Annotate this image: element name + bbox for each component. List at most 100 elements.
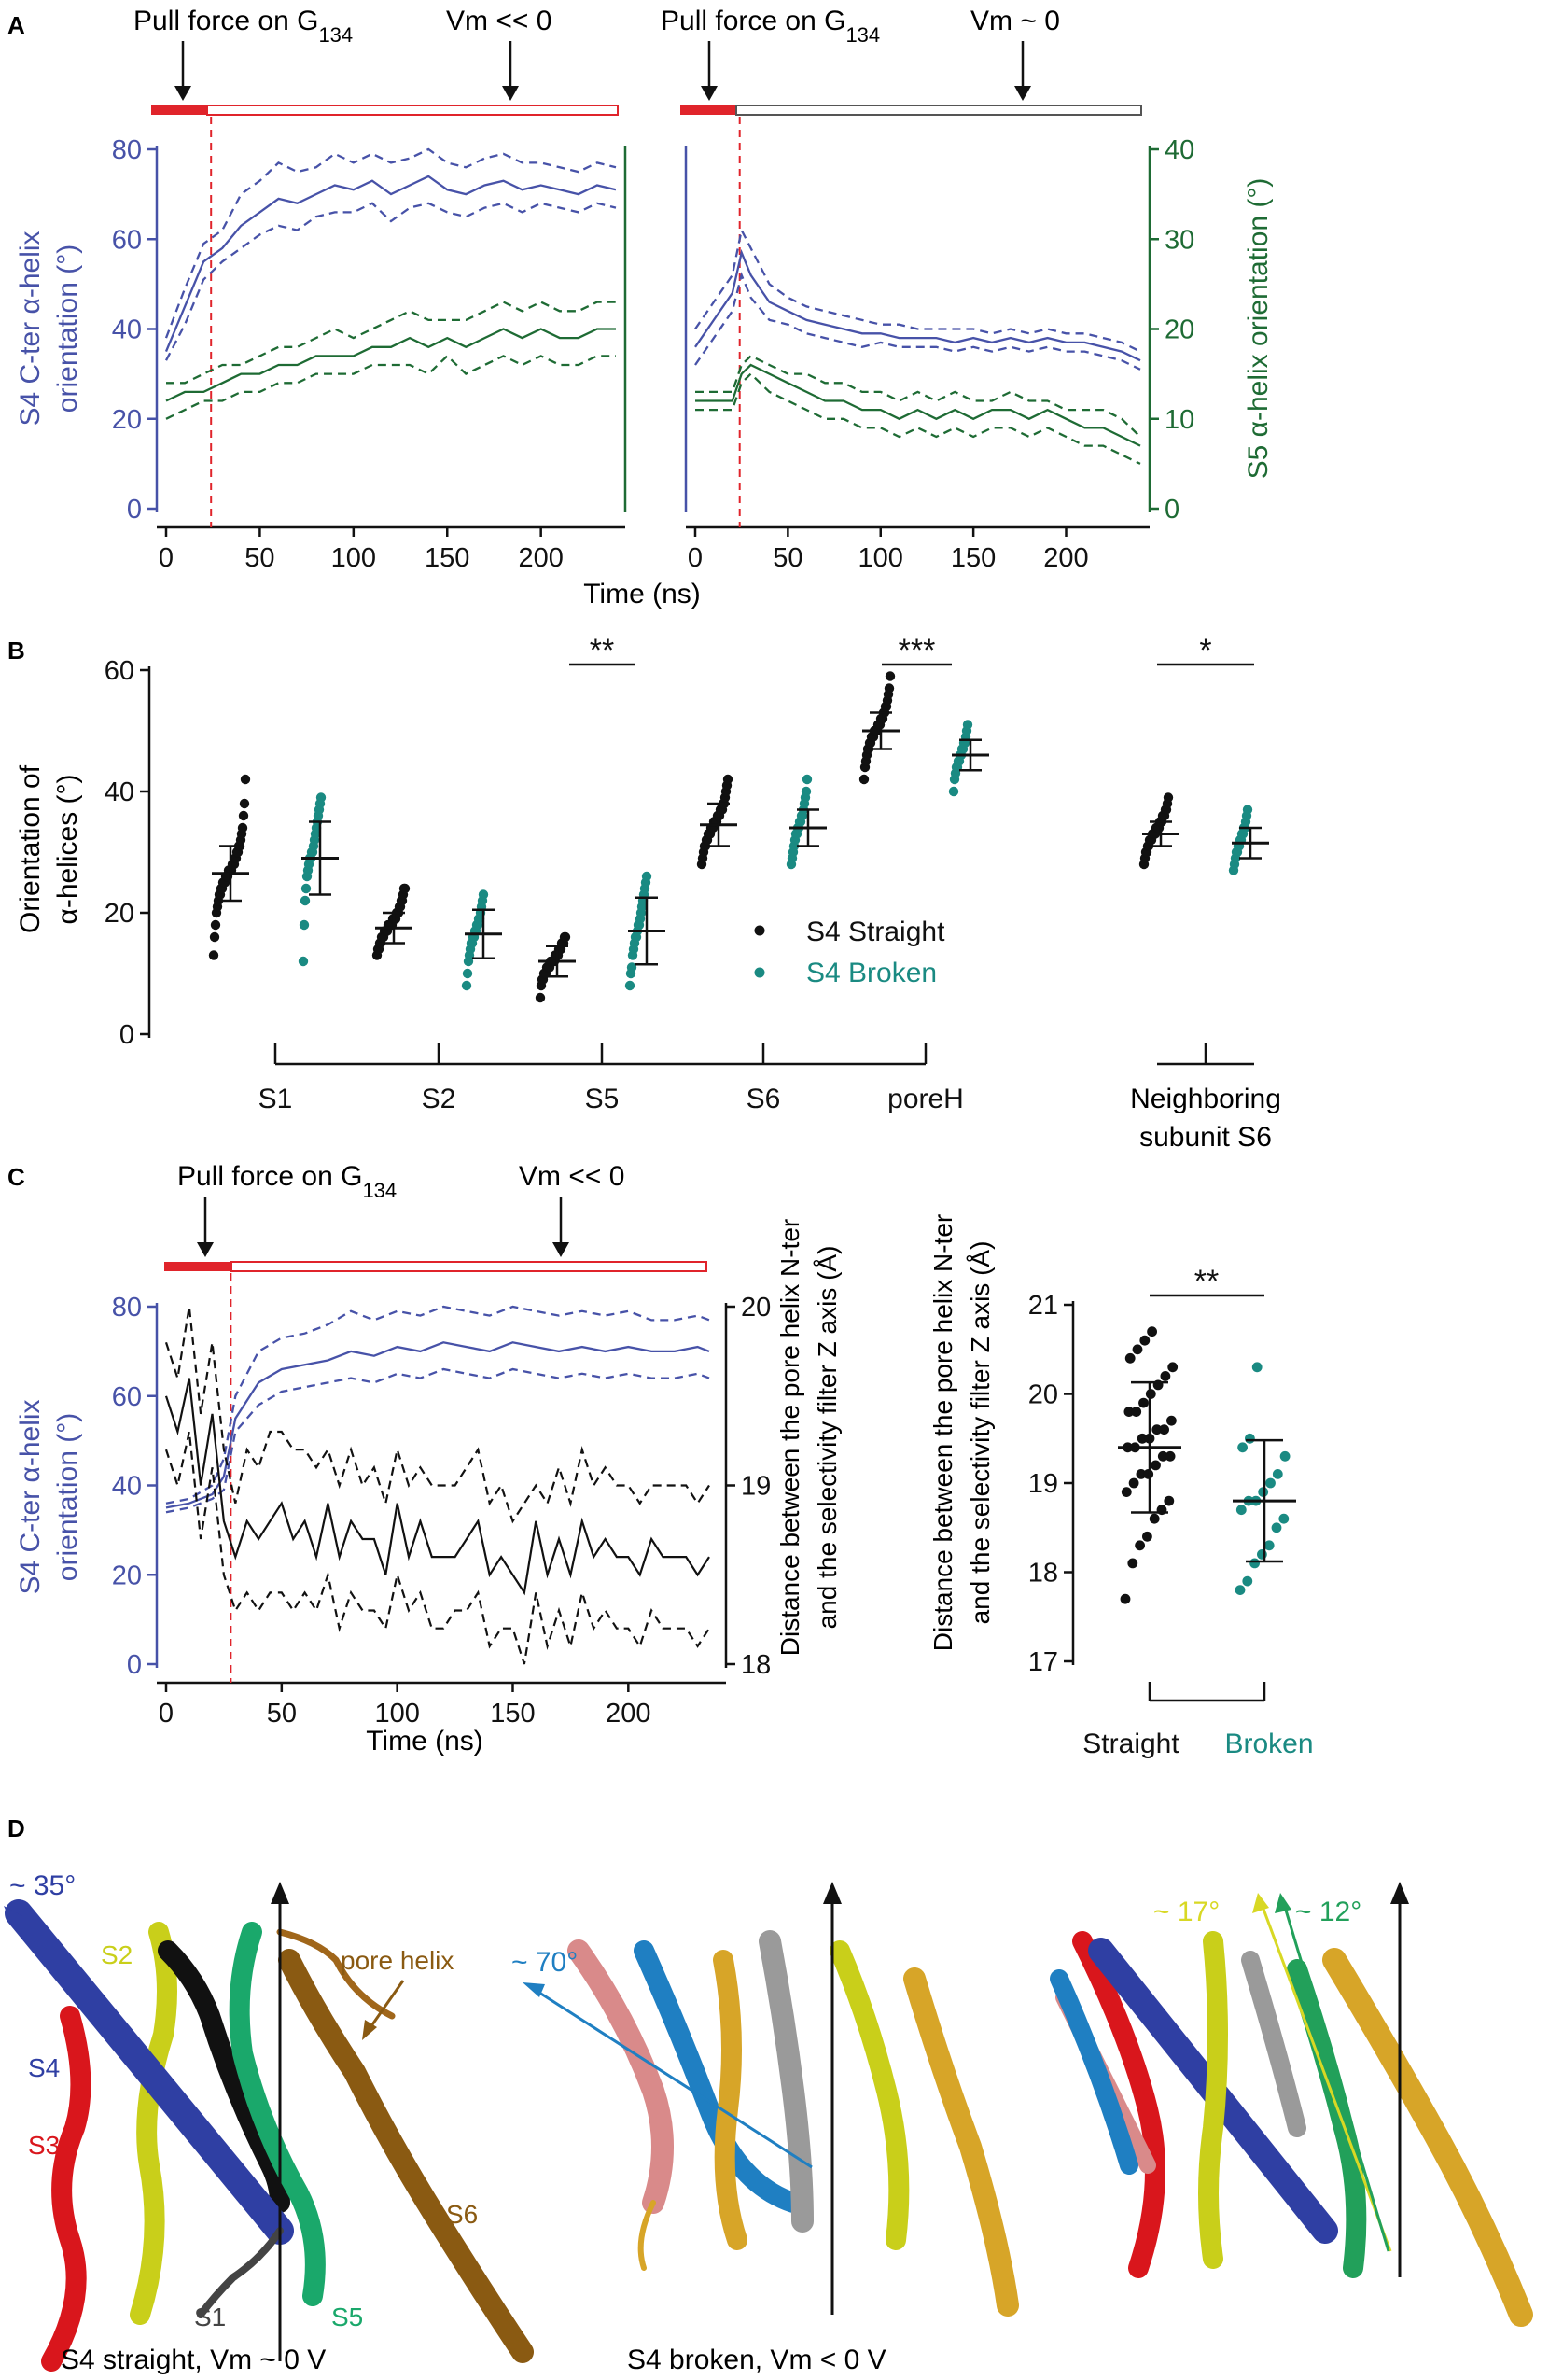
a-right-x-tick-label: 200 [1043, 543, 1088, 573]
b-point [300, 895, 311, 906]
c-scatter-point [1271, 1522, 1282, 1533]
a-right-y2-tick-label: 20 [1165, 315, 1194, 345]
a-xlabel: Time (ns) [583, 579, 701, 609]
d3-helix-s6 [1322, 1948, 1533, 2327]
b-point [1163, 792, 1174, 803]
panel-c-label: C [7, 1163, 25, 1191]
b-point [641, 871, 652, 882]
c-scatter-point [1167, 1362, 1179, 1373]
a-left-y-tick-label: 40 [112, 315, 142, 345]
d3-helix-s2 [1198, 1931, 1228, 2269]
b-point [208, 950, 219, 960]
a-left-pull-arrowhead [174, 86, 191, 101]
b-point [858, 774, 870, 785]
d1-loop-pore [276, 1928, 396, 2020]
d3-angle-arrowhead-s5 [1275, 1893, 1291, 1913]
b-point [462, 968, 473, 979]
c-scatter-point [1245, 1433, 1255, 1444]
d1-z-axis-head [271, 1882, 289, 1904]
b-point [209, 931, 220, 943]
a-left-s4-c-ter-mean-line [164, 175, 617, 353]
c-scatter-point [1120, 1593, 1131, 1604]
b-point [237, 822, 248, 833]
c-scatter-point [1132, 1344, 1143, 1355]
c-scatter-point [1121, 1487, 1132, 1497]
b-category-label: S2 [422, 1084, 456, 1114]
a-right-s4-c-ter-lower-line [694, 272, 1141, 371]
panel-d-label: D [7, 1814, 25, 1842]
c-scatter-point [1157, 1450, 1168, 1462]
b-y-tick-label: 40 [105, 777, 134, 807]
a-right-x-tick-label: 0 [688, 543, 703, 573]
b-point [461, 980, 472, 991]
b-point [722, 774, 733, 785]
a-right-x-tick-label: 50 [773, 543, 802, 573]
c-vm-arrowhead [552, 1242, 569, 1257]
c-scatter-point [1249, 1558, 1260, 1569]
a-right-vm-arrowhead [1014, 86, 1031, 101]
b-point [210, 919, 221, 931]
c-scatter-point [1235, 1505, 1247, 1516]
c-y2-tick-label: 18 [741, 1650, 771, 1680]
d1-helix-s5 [229, 1922, 326, 2306]
c-scatter-point [1164, 1495, 1175, 1506]
b-sig-label: *** [899, 633, 936, 668]
c-x-tick-label: 50 [267, 1699, 297, 1729]
c-scatter-y-tick-label: 19 [1028, 1469, 1058, 1499]
a-left-pull-bar [151, 105, 207, 115]
d1-label-s5: S5 [331, 2303, 363, 2331]
a-left-s4-c-ter-lower-line [164, 202, 617, 361]
c-scatter-y-tick-label: 21 [1028, 1291, 1058, 1321]
c-scatter-y-tick-label: 18 [1028, 1559, 1058, 1589]
c-scatter-point [1139, 1335, 1151, 1346]
a-right-s4-c-ter-mean-line [694, 248, 1141, 362]
b-category-label: S1 [258, 1084, 293, 1114]
a-left-x-tick-label: 0 [159, 543, 174, 573]
c-right-chart: 17 18 19 20 21 ** Straight Broken [1028, 1264, 1314, 1759]
c-scatter-point [1235, 1585, 1246, 1595]
d1-label-s3: S3 [28, 2131, 60, 2160]
a-left-chart: 0 20 40 60 80 0 50 100 150 200 [112, 117, 627, 573]
b-y-tick-label: 0 [119, 1020, 134, 1050]
a-right-s4-c-ter-upper-line [694, 227, 1141, 353]
c-y-tick-label: 40 [112, 1472, 142, 1502]
b-category-label: S5 [585, 1084, 620, 1114]
c-scatter-y-tick-label: 20 [1028, 1380, 1058, 1410]
panel-a-label: A [7, 11, 25, 39]
c-scatter-point [1258, 1487, 1269, 1497]
b-point [624, 980, 635, 991]
d-structure-broken [567, 1930, 1019, 2317]
b-point [535, 992, 546, 1003]
d1-helix-s6 [278, 1949, 534, 2363]
c-y2-tick-label: 19 [741, 1472, 771, 1502]
c-s4-c-ter-lower-line [165, 1367, 710, 1514]
c-scatter-point [1151, 1424, 1163, 1435]
b-point [298, 956, 309, 967]
d2-helix-s3 [567, 1939, 674, 2214]
a-ylabel-line2: orientation (°) [52, 245, 83, 413]
c-y2label-line1: Distance between the pore helix N-ter [775, 1219, 804, 1656]
b-legend-straight-dot [754, 925, 765, 936]
c-scatter-point [1263, 1540, 1275, 1551]
c-scatter-point [1143, 1469, 1154, 1479]
c-scatter-y-tick-label: 17 [1028, 1647, 1058, 1677]
d2-caption: S4 broken, Vm < 0 V [627, 2345, 886, 2375]
d3-angle-label-s5: ~ 12° [1295, 1897, 1361, 1927]
c-scatter-point [1160, 1371, 1171, 1381]
b-point [478, 889, 489, 900]
d2-helix-s5 [830, 1940, 910, 2250]
d2-helix-s4 [634, 1940, 803, 2213]
b-point [300, 883, 312, 894]
b-ylabel-line1: Orientation of [15, 764, 46, 933]
a-ylabel-line1: S4 C-ter α-helix [15, 231, 46, 426]
d1-helix-s2 [130, 1922, 177, 2325]
c-scatter-point [1142, 1531, 1152, 1542]
a-right-y2-tick-label: 0 [1165, 495, 1179, 525]
d1-label-s1: S1 [194, 2303, 226, 2331]
a-right-x-tick-label: 150 [951, 543, 996, 573]
c-xlabel: Time (ns) [366, 1726, 483, 1757]
a-right-y2-tick-label: 10 [1165, 405, 1194, 435]
a-left-x-tick-label: 100 [331, 543, 376, 573]
c-scatter-point [1124, 1352, 1136, 1364]
b-legend-broken-dot [754, 967, 765, 978]
